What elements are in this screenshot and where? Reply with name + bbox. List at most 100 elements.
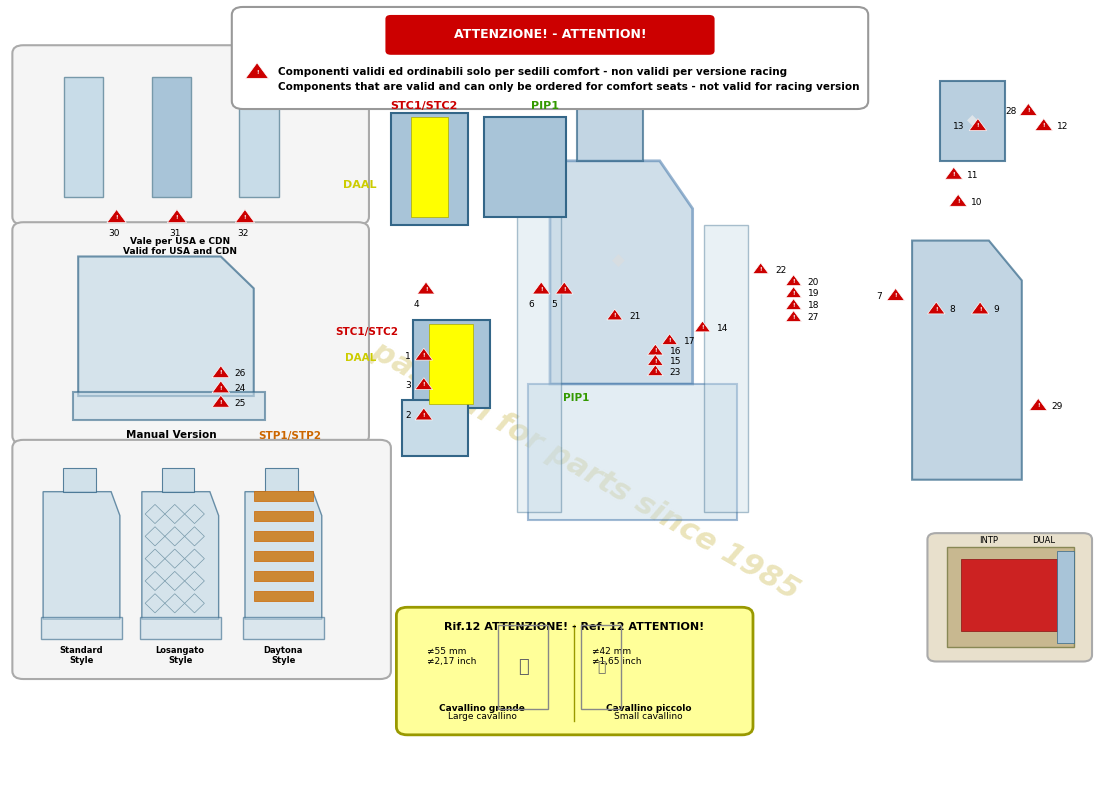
Text: Valid for USA and CDN: Valid for USA and CDN <box>123 247 238 256</box>
Text: ≠42 mm
≠1,65 inch: ≠42 mm ≠1,65 inch <box>592 647 641 666</box>
Polygon shape <box>1035 118 1053 130</box>
Text: !: ! <box>614 313 616 318</box>
Text: !: ! <box>176 215 178 220</box>
FancyBboxPatch shape <box>396 607 754 735</box>
Polygon shape <box>912 241 1022 480</box>
Text: !: ! <box>792 278 795 284</box>
FancyBboxPatch shape <box>12 46 369 225</box>
Text: 🐎: 🐎 <box>518 658 529 676</box>
Polygon shape <box>245 492 322 619</box>
Polygon shape <box>949 194 967 206</box>
Polygon shape <box>410 117 448 217</box>
Text: !: ! <box>422 382 425 387</box>
Polygon shape <box>785 286 802 298</box>
Polygon shape <box>550 161 693 384</box>
Text: ≠55 mm
≠2,17 inch: ≠55 mm ≠2,17 inch <box>427 647 476 666</box>
Polygon shape <box>140 617 221 639</box>
FancyBboxPatch shape <box>12 440 390 679</box>
Polygon shape <box>64 77 103 197</box>
Text: 11: 11 <box>967 170 978 180</box>
Text: 21: 21 <box>629 312 640 321</box>
Polygon shape <box>254 590 314 601</box>
Text: 18: 18 <box>807 302 820 310</box>
Text: !: ! <box>1037 403 1040 408</box>
Text: 14: 14 <box>717 324 728 333</box>
Polygon shape <box>704 225 748 512</box>
Polygon shape <box>412 320 490 408</box>
Text: !: ! <box>422 353 425 358</box>
Text: !: ! <box>977 123 979 128</box>
Text: DUAL: DUAL <box>1032 536 1055 545</box>
Text: 20: 20 <box>807 278 820 286</box>
Polygon shape <box>752 263 769 274</box>
Polygon shape <box>73 392 265 420</box>
Text: 24: 24 <box>234 384 245 394</box>
Text: 6: 6 <box>528 300 535 310</box>
Polygon shape <box>243 617 324 639</box>
Text: PIP1: PIP1 <box>563 393 590 402</box>
Text: !: ! <box>563 286 565 292</box>
Text: DAAL: DAAL <box>345 353 376 362</box>
Polygon shape <box>212 366 230 378</box>
Polygon shape <box>240 77 279 197</box>
Text: !: ! <box>1027 108 1030 113</box>
Polygon shape <box>415 378 432 390</box>
Text: Daytona
Style: Daytona Style <box>264 646 304 665</box>
Polygon shape <box>648 354 663 366</box>
Polygon shape <box>1020 103 1037 115</box>
Text: STC1/STC2: STC1/STC2 <box>390 102 458 111</box>
Text: 31: 31 <box>169 229 180 238</box>
Text: !: ! <box>979 306 981 312</box>
Polygon shape <box>971 302 989 314</box>
Text: !: ! <box>256 70 258 74</box>
Text: STC1/STC2: STC1/STC2 <box>336 327 398 338</box>
Polygon shape <box>402 400 468 456</box>
Polygon shape <box>694 321 711 332</box>
FancyBboxPatch shape <box>12 222 369 444</box>
Polygon shape <box>162 468 195 492</box>
Text: !: ! <box>953 172 955 177</box>
Text: Small cavallino: Small cavallino <box>615 712 683 722</box>
Text: 9: 9 <box>993 306 999 314</box>
Text: 29: 29 <box>1052 402 1063 411</box>
Polygon shape <box>152 77 191 197</box>
Text: 7: 7 <box>877 292 882 301</box>
Polygon shape <box>532 282 550 294</box>
Polygon shape <box>887 288 904 300</box>
Text: 16: 16 <box>670 347 681 356</box>
Polygon shape <box>1057 551 1075 643</box>
Text: 12: 12 <box>1057 122 1068 131</box>
Polygon shape <box>528 384 737 519</box>
Text: !: ! <box>422 413 425 418</box>
Text: 28: 28 <box>1005 107 1016 116</box>
Text: Standard
Style: Standard Style <box>59 646 103 665</box>
Text: 32: 32 <box>238 229 249 238</box>
Text: !: ! <box>935 306 937 312</box>
Text: !: ! <box>244 215 246 220</box>
Polygon shape <box>785 275 802 286</box>
Polygon shape <box>578 101 644 161</box>
Polygon shape <box>254 491 314 502</box>
FancyBboxPatch shape <box>232 7 868 109</box>
Text: 1: 1 <box>405 352 410 361</box>
Text: ◆: ◆ <box>612 251 625 270</box>
Text: 22: 22 <box>774 266 786 274</box>
Polygon shape <box>254 530 314 541</box>
Text: !: ! <box>792 314 795 320</box>
Text: !: ! <box>220 386 222 390</box>
Polygon shape <box>556 282 573 294</box>
Polygon shape <box>417 282 434 294</box>
Text: !: ! <box>540 286 542 292</box>
Text: !: ! <box>1043 123 1045 128</box>
Polygon shape <box>245 62 268 78</box>
Polygon shape <box>415 408 432 420</box>
Polygon shape <box>947 547 1075 647</box>
Polygon shape <box>785 310 802 322</box>
Text: 30: 30 <box>109 229 120 238</box>
Text: !: ! <box>425 286 427 292</box>
Polygon shape <box>254 511 314 521</box>
Text: Componenti validi ed ordinabili solo per sedili comfort - non validi per version: Componenti validi ed ordinabili solo per… <box>278 66 786 77</box>
Text: Cavallino piccolo: Cavallino piccolo <box>606 703 692 713</box>
Text: Rif.12 ATTENZIONE! - Ref. 12 ATTENTION!: Rif.12 ATTENZIONE! - Ref. 12 ATTENTION! <box>444 622 704 632</box>
Text: !: ! <box>654 358 657 363</box>
